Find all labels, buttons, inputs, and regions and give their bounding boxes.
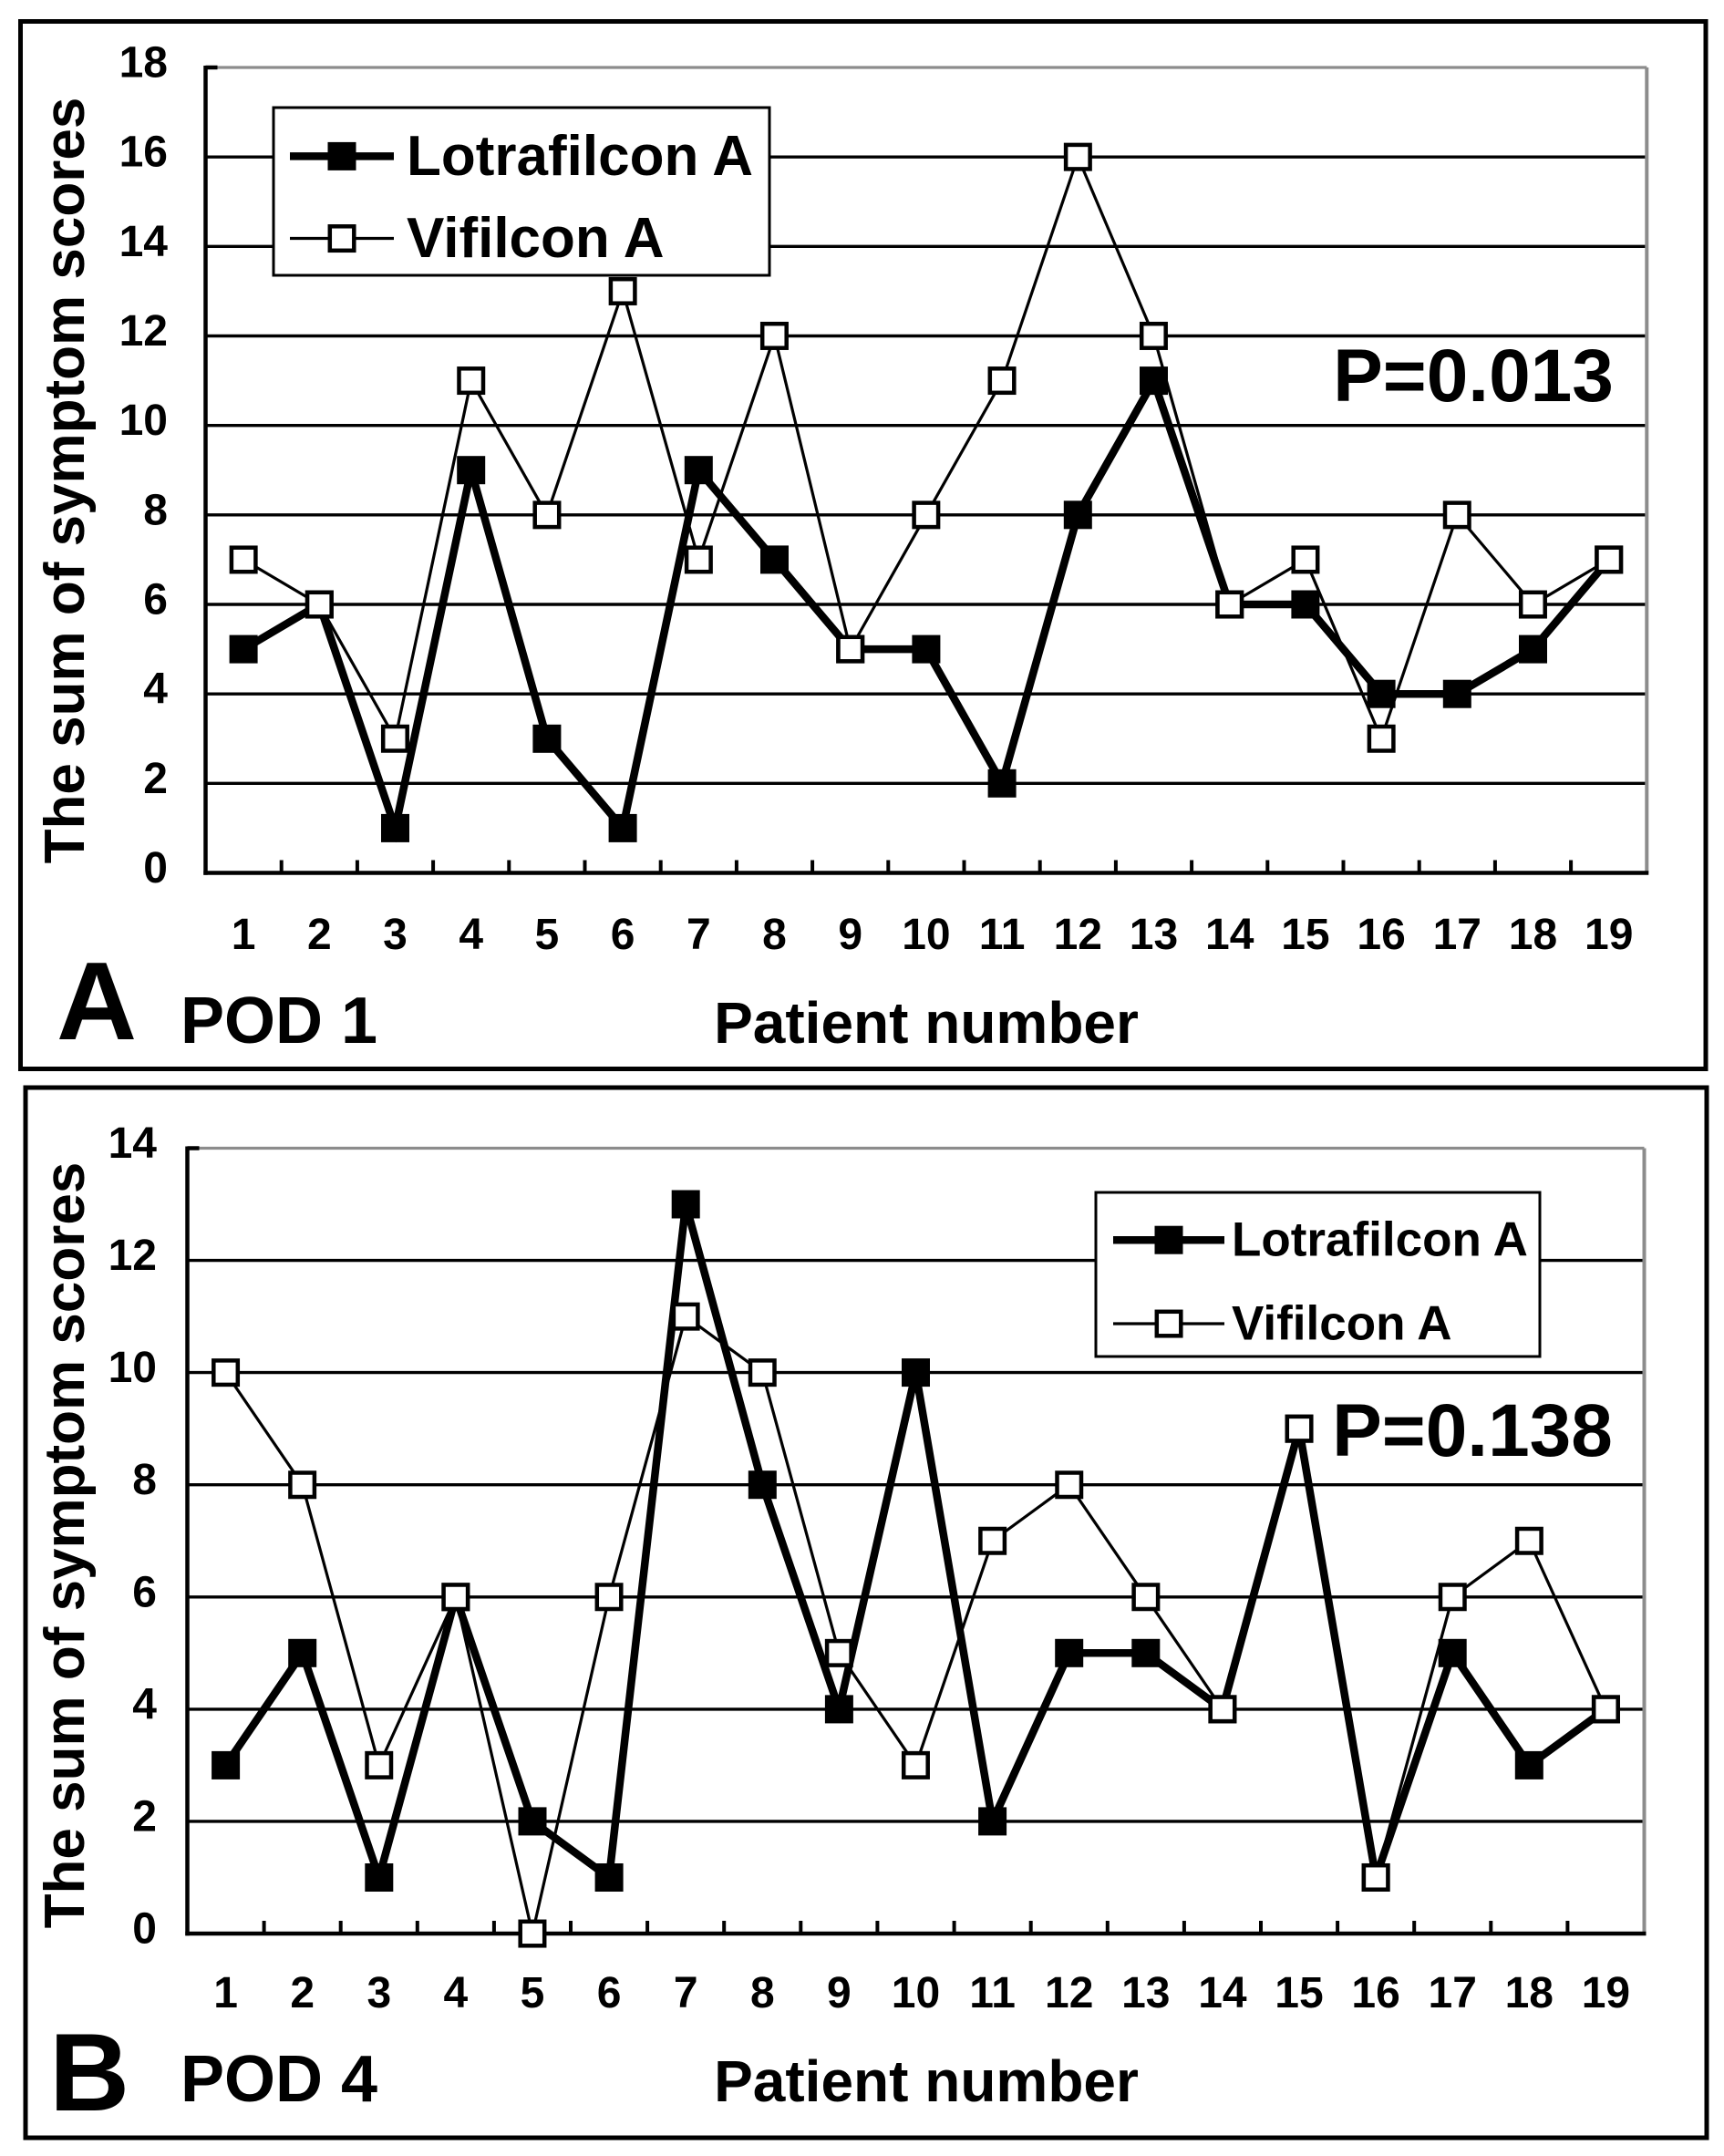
svg-text:18: 18 <box>119 39 168 88</box>
svg-text:16: 16 <box>1357 911 1405 959</box>
svg-text:Vifilcon A: Vifilcon A <box>407 207 664 270</box>
svg-text:1: 1 <box>232 911 256 959</box>
svg-text:19: 19 <box>1582 1969 1630 2017</box>
svg-text:6: 6 <box>143 576 168 624</box>
svg-text:13: 13 <box>1130 911 1178 959</box>
svg-text:Lotrafilcon A: Lotrafilcon A <box>1232 1213 1528 1267</box>
svg-text:12: 12 <box>108 1232 157 1280</box>
svg-text:14: 14 <box>1198 1969 1247 2017</box>
svg-text:2: 2 <box>143 755 168 803</box>
svg-text:14: 14 <box>119 218 169 266</box>
svg-text:Vifilcon A: Vifilcon A <box>1232 1297 1451 1351</box>
svg-text:6: 6 <box>611 911 635 959</box>
svg-text:6: 6 <box>132 1568 157 1616</box>
svg-text:8: 8 <box>750 1969 775 2017</box>
svg-text:14: 14 <box>108 1119 158 1168</box>
svg-text:16: 16 <box>1351 1969 1399 2017</box>
svg-text:P=0.013: P=0.013 <box>1333 335 1614 418</box>
svg-text:4: 4 <box>143 665 168 714</box>
svg-text:2: 2 <box>307 911 332 959</box>
svg-text:18: 18 <box>1505 1969 1554 2017</box>
svg-text:16: 16 <box>119 129 168 177</box>
svg-text:4: 4 <box>444 1969 469 2017</box>
svg-text:Patient number: Patient number <box>714 990 1139 1056</box>
svg-text:P=0.138: P=0.138 <box>1332 1389 1613 1472</box>
svg-text:9: 9 <box>838 911 862 959</box>
svg-text:10: 10 <box>902 911 950 959</box>
svg-text:The sum of symptom scores: The sum of symptom scores <box>34 1162 97 1929</box>
svg-text:2: 2 <box>132 1792 157 1841</box>
svg-text:11: 11 <box>979 911 1026 959</box>
svg-text:Patient number: Patient number <box>714 2048 1139 2114</box>
svg-text:8: 8 <box>132 1456 157 1504</box>
svg-text:17: 17 <box>1429 1969 1477 2017</box>
svg-text:10: 10 <box>892 1969 940 2017</box>
svg-text:10: 10 <box>119 397 168 445</box>
svg-text:5: 5 <box>535 911 560 959</box>
svg-text:11: 11 <box>969 1969 1016 2017</box>
svg-text:9: 9 <box>827 1969 852 2017</box>
svg-text:14: 14 <box>1205 911 1254 959</box>
svg-text:13: 13 <box>1121 1969 1170 2017</box>
svg-text:12: 12 <box>119 307 168 356</box>
svg-text:15: 15 <box>1281 911 1329 959</box>
svg-text:4: 4 <box>459 911 483 959</box>
svg-text:12: 12 <box>1054 911 1102 959</box>
svg-text:POD 1: POD 1 <box>181 985 377 1057</box>
svg-text:3: 3 <box>366 1969 391 2017</box>
svg-text:1: 1 <box>213 1969 238 2017</box>
svg-text:B: B <box>49 2010 129 2134</box>
svg-text:8: 8 <box>143 486 168 534</box>
svg-text:3: 3 <box>383 911 408 959</box>
svg-text:7: 7 <box>674 1969 698 2017</box>
svg-text:4: 4 <box>132 1680 157 1728</box>
svg-text:2: 2 <box>290 1969 315 2017</box>
svg-text:The sum of symptom scores: The sum of symptom scores <box>34 98 97 864</box>
svg-text:0: 0 <box>143 844 168 892</box>
svg-text:18: 18 <box>1509 911 1557 959</box>
svg-text:19: 19 <box>1585 911 1633 959</box>
svg-text:Lotrafilcon A: Lotrafilcon A <box>407 125 753 188</box>
svg-text:12: 12 <box>1045 1969 1093 2017</box>
svg-text:10: 10 <box>108 1344 157 1392</box>
svg-text:6: 6 <box>597 1969 622 2017</box>
svg-text:A: A <box>57 939 137 1063</box>
svg-text:0: 0 <box>132 1905 157 1954</box>
svg-text:8: 8 <box>762 911 787 959</box>
svg-text:POD 4: POD 4 <box>181 2043 377 2116</box>
svg-text:7: 7 <box>687 911 711 959</box>
svg-text:5: 5 <box>521 1969 545 2017</box>
svg-text:15: 15 <box>1275 1969 1323 2017</box>
svg-text:17: 17 <box>1433 911 1481 959</box>
